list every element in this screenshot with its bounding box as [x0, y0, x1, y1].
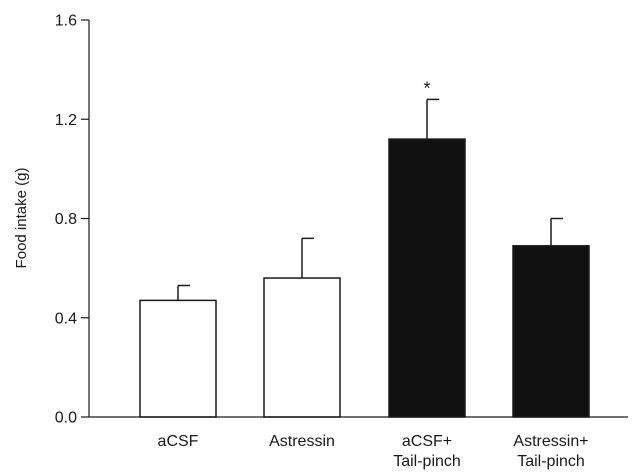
- y-tick-label: 0.8: [55, 211, 77, 228]
- plot-area: 0.0 0.4 0.8 1.2 1.6 aCSF Astressin aCSF+ Tail-pi…: [55, 13, 590, 470]
- y-tick-label: 1.6: [55, 13, 77, 30]
- y-tick-label: 1.2: [55, 112, 77, 129]
- bar-0: [139, 299, 217, 418]
- bar-3: [512, 245, 590, 418]
- bar-2: [388, 138, 466, 418]
- bar-1: [263, 277, 341, 418]
- significance-marker: *: [423, 78, 430, 98]
- x-tick-label: aCSF: [158, 433, 199, 450]
- x-tick-label: Tail-pinch: [393, 453, 461, 470]
- y-axis-title: Food intake (g): [13, 168, 30, 269]
- y-tick-label: 0.4: [55, 310, 77, 327]
- x-tick-label: Tail-pinch: [517, 453, 585, 470]
- y-tick-label: 0.0: [55, 410, 77, 427]
- x-tick-label: Astressin: [269, 433, 335, 450]
- x-tick-label: Astressin+: [513, 433, 588, 450]
- x-tick-label: aCSF+: [402, 433, 452, 450]
